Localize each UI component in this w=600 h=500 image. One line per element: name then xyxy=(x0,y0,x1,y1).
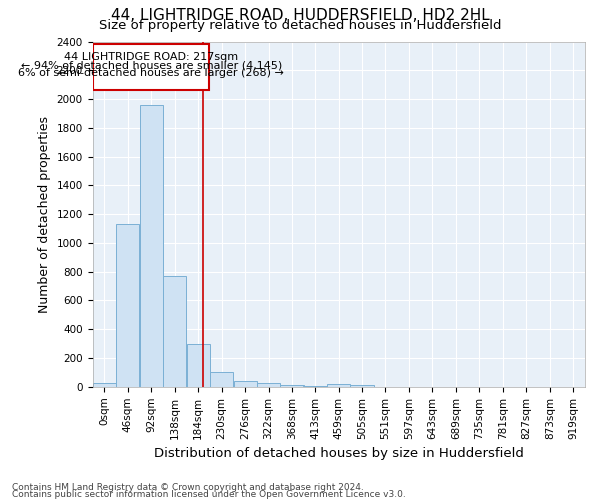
Bar xyxy=(140,105,163,387)
Bar xyxy=(327,384,350,387)
Text: 6% of semi-detached houses are larger (268) →: 6% of semi-detached houses are larger (2… xyxy=(18,68,284,78)
FancyBboxPatch shape xyxy=(93,44,209,90)
Text: 44, LIGHTRIDGE ROAD, HUDDERSFIELD, HD2 2HL: 44, LIGHTRIDGE ROAD, HUDDERSFIELD, HD2 2… xyxy=(110,8,490,22)
Bar xyxy=(92,382,116,387)
Bar xyxy=(304,386,326,387)
Y-axis label: Number of detached properties: Number of detached properties xyxy=(38,116,51,312)
Text: 44 LIGHTRIDGE ROAD: 217sqm: 44 LIGHTRIDGE ROAD: 217sqm xyxy=(64,52,238,62)
Bar xyxy=(350,386,374,387)
Bar xyxy=(163,276,186,387)
Bar xyxy=(116,224,139,387)
Bar xyxy=(257,383,280,387)
Text: Contains public sector information licensed under the Open Government Licence v3: Contains public sector information licen… xyxy=(12,490,406,499)
Bar xyxy=(233,381,257,387)
Bar xyxy=(210,372,233,387)
Bar xyxy=(280,384,304,387)
Bar xyxy=(187,344,210,387)
Text: Size of property relative to detached houses in Huddersfield: Size of property relative to detached ho… xyxy=(99,19,501,32)
Text: ← 94% of detached houses are smaller (4,145): ← 94% of detached houses are smaller (4,… xyxy=(20,60,282,70)
Text: Contains HM Land Registry data © Crown copyright and database right 2024.: Contains HM Land Registry data © Crown c… xyxy=(12,484,364,492)
X-axis label: Distribution of detached houses by size in Huddersfield: Distribution of detached houses by size … xyxy=(154,447,524,460)
